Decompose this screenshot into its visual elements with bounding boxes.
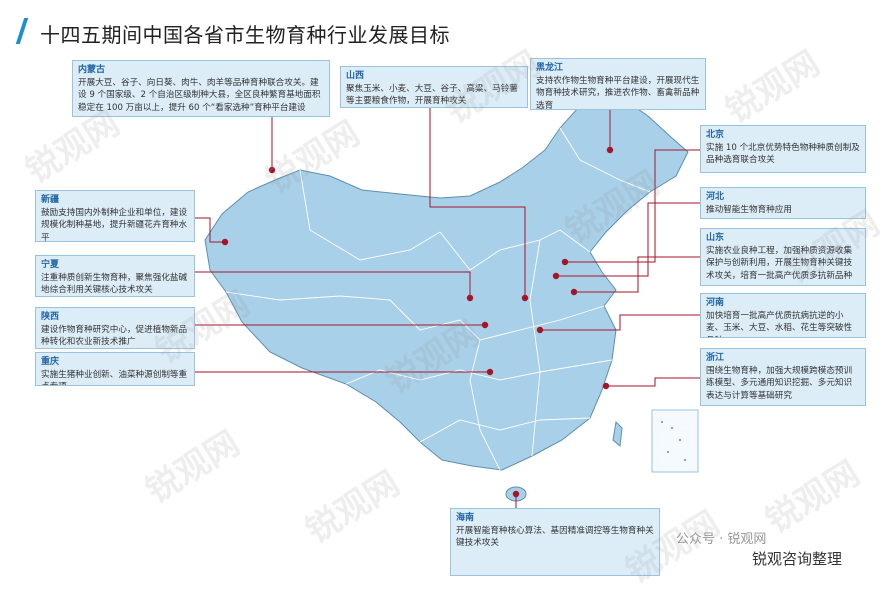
leader-line [540,314,700,331]
leader-line [565,149,700,263]
province-box: 北京实施 10 个北京优势特色物种种质创制及品种选育联合攻关 [700,125,866,173]
province-goal: 实施农业良种工程，加强种质资源收集保护与创新利用，开展生物育种关键技术攻关，培育… [706,245,853,281]
province-name: 海南 [456,513,475,523]
province-box: 宁夏注重种质创新生物育种，聚焦强化盐碱地综合利用关键核心技术攻关 [35,255,195,297]
province-box: 新疆鼓励支持国内外制种企业和单位，建设规模化制种基地，提升新疆花卉育种水平 [35,190,195,242]
province-name: 陕西 [41,312,60,322]
province-name: 山西 [346,71,365,81]
province-goal: 开展智能育种核心算法、基因精准调控等生物育种关键技术攻关 [456,525,654,549]
page-title: 十四五期间中国各省市生物育种行业发展目标 [40,23,450,47]
leader-line [195,271,471,298]
province-name: 山东 [706,233,725,243]
province-box: 黑龙江支持农作物生物育种平台建设，开展现代生物育种技术研究，推进农作物、畜禽新品… [530,58,706,110]
province-name: 黑龙江 [536,63,564,73]
location-dot [552,272,560,280]
location-dot [536,326,544,334]
leader-lines [195,108,700,508]
province-box: 海南开展智能育种核心算法、基因精准调控等生物育种关键技术攻关 [450,508,660,576]
location-dot [221,238,229,246]
leader-line [556,202,700,277]
province-box: 山西聚焦玉米、小麦、大豆、谷子、高粱、马铃薯等主要粮食作物，开展育种攻关 [340,66,528,108]
leader-line [606,377,700,387]
province-borders [225,127,651,471]
china-map [204,93,699,502]
source-credit: 锐观咨询整理 [752,550,843,568]
province-goal: 实施 10 个北京优势特色物种种质创制及品种选育联合攻关 [706,142,860,166]
province-box: 陕西建设作物育种研究中心，促进植物新品种转化和农业新技术推广 [35,307,195,349]
province-box: 浙江围绕生物育种，加强大规模跨模态预训练模型、多元通用知识挖掘、多元知识表达与计… [700,348,866,406]
south-sea-islands [661,421,686,461]
province-name: 重庆 [41,357,60,367]
province-box: 山东实施农业良种工程，加强种质资源收集保护与创新利用，开展生物育种关键技术攻关，… [700,228,866,286]
province-goal: 鼓励支持国内外制种企业和单位，建设规模化制种基地，提升新疆花卉育种水平 [41,207,188,242]
province-name: 河南 [706,298,725,308]
province-name: 新疆 [41,195,60,205]
province-name: 北京 [706,130,725,140]
leader-line [195,217,225,243]
province-goal: 开展大豆、谷子、向日葵、肉牛、肉羊等品种育种联合攻关。建设 9 个国家级、2 个… [78,77,321,113]
location-dot [486,368,494,376]
province-goal: 建设作物育种研究中心，促进植物新品种转化和农业新技术推广 [41,324,188,348]
province-goal: 加快培育一批高产优质抗病抗逆的小麦、玉米、大豆、水稻、花生等突破性品种 [706,310,853,338]
province-goal: 围绕生物育种，加强大规模跨模态预训练模型、多元通用知识挖掘、多元知识表达与计算等… [706,365,853,401]
mainland [204,93,689,471]
province-box: 河北推动智能生物育种应用 [700,187,866,219]
location-dot [481,321,489,329]
province-box: 内蒙古开展大豆、谷子、向日葵、肉牛、肉羊等品种育种联合攻关。建设 9 个国家级、… [72,60,330,117]
province-goal: 注重种质创新生物育种，聚焦强化盐碱地综合利用关键核心技术攻关 [41,272,188,296]
province-goal: 支持农作物生物育种平台建设，开展现代生物育种技术研究，推进农作物、畜禽新品种选育 [536,75,700,110]
location-dot [606,146,614,154]
province-name: 宁夏 [41,260,60,270]
leader-line [429,108,526,298]
location-dot [521,294,529,302]
taiwan [612,420,623,447]
province-goal: 实施生猪种业创新、油菜种源创制等重点专项 [41,369,188,386]
location-dot [570,288,578,296]
province-goal: 推动智能生物育种应用 [706,204,792,215]
location-dot [561,258,569,266]
leader-line [574,256,700,293]
province-name: 河北 [706,192,725,202]
province-goal: 聚焦玉米、小麦、大豆、谷子、高粱、马铃薯等主要粮食作物，开展育种攻关 [346,83,518,107]
south-sea-inset [651,409,699,473]
wechat-credit: 公众号 · 锐观网 [676,532,767,547]
location-dot [602,382,610,390]
location-dot [512,490,520,498]
province-name: 内蒙古 [78,65,106,75]
province-name: 浙江 [706,353,725,363]
location-dot [268,166,276,174]
location-dot [466,294,474,302]
